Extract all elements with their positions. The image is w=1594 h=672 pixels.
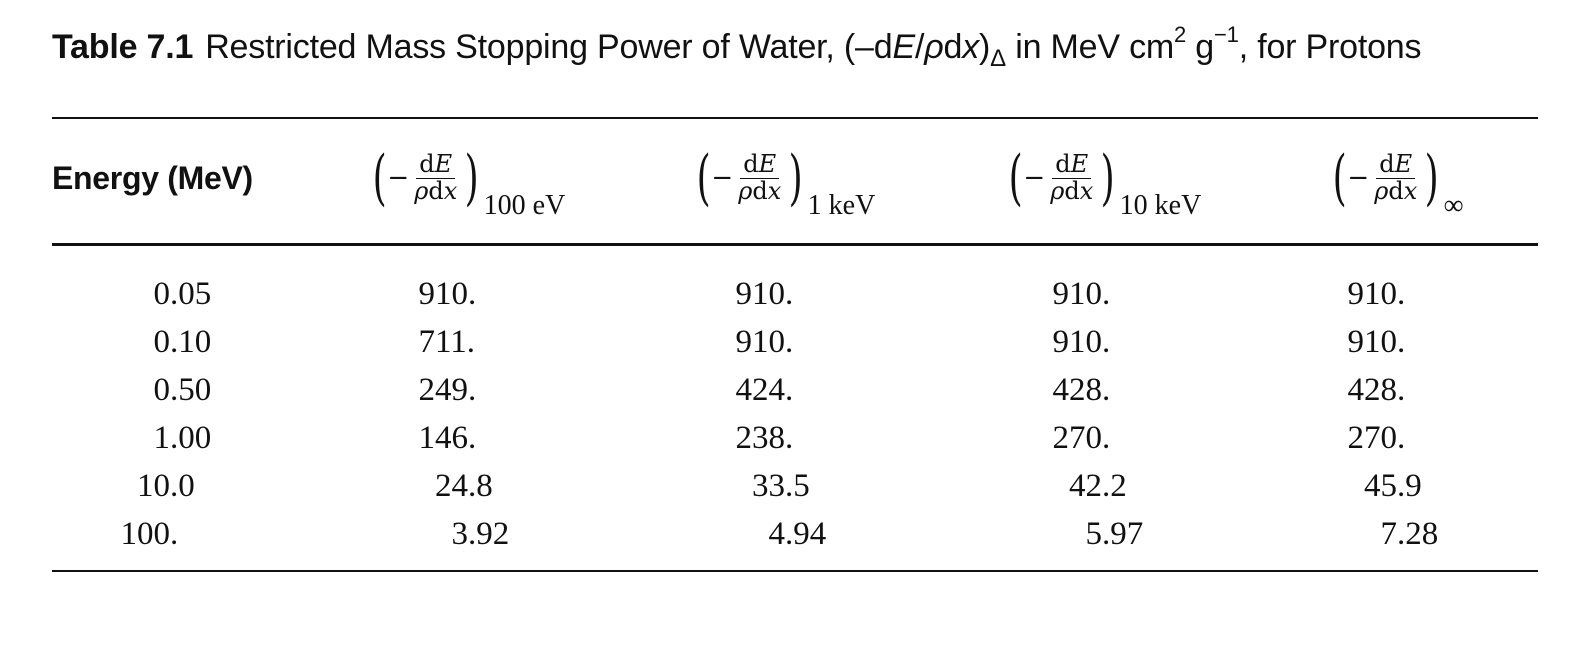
close-paren: )	[1424, 143, 1439, 213]
column-header-4: (− dE ρdx) ∞	[1328, 143, 1464, 221]
caption-units-exponent-2: −1	[1214, 21, 1239, 47]
close-paren: )	[464, 143, 479, 213]
open-paren: (	[1332, 143, 1347, 213]
value-cell: 711.	[418, 324, 476, 360]
table-label: Table 7.1	[52, 28, 194, 66]
value-cell: 45.9	[1364, 468, 1422, 504]
value-cell: 910.	[1052, 324, 1111, 360]
value-cell: 910.	[1347, 324, 1406, 360]
value-cell: 5.97	[1085, 516, 1144, 552]
column-subscript: 10 keV	[1119, 190, 1202, 221]
fraction-numerator: dE	[416, 152, 456, 179]
fraction-denominator: ρdx	[1374, 176, 1418, 205]
caption-formula-rho: ρ	[924, 28, 944, 66]
top-rule	[52, 117, 1538, 119]
fraction-denominator: ρdx	[738, 176, 782, 205]
value-cell: 428.	[1347, 372, 1406, 408]
table-caption: Table 7.1 Restricted Mass Stopping Power …	[52, 23, 1422, 70]
caption-text: Restricted Mass Stopping Power of Water,…	[205, 28, 893, 66]
value-cell: 24.8	[435, 468, 493, 504]
open-paren: (	[696, 143, 711, 213]
fraction-numerator: dE	[1376, 152, 1416, 179]
minus-sign: −	[387, 163, 410, 193]
caption-formula-e: E	[892, 28, 915, 66]
fraction-denominator: ρdx	[414, 176, 458, 205]
caption-units-g: g	[1186, 28, 1215, 66]
value-cell: 910.	[735, 276, 794, 312]
column-header-1: (− dE ρdx) 100 eV	[368, 143, 566, 221]
value-cell: 910.	[735, 324, 794, 360]
close-paren: )	[788, 143, 803, 213]
caption-tail: , for Protons	[1238, 28, 1422, 66]
energy-cell: 100.	[120, 516, 179, 552]
energy-cell: 0.50	[153, 372, 212, 408]
fraction: dE ρdx	[1371, 152, 1420, 203]
value-cell: 7.28	[1380, 516, 1439, 552]
fraction-denominator: ρdx	[1050, 176, 1094, 205]
energy-cell: 1.00	[153, 420, 212, 456]
minus-sign: −	[1023, 163, 1046, 193]
fraction: dE ρdx	[411, 152, 460, 203]
value-cell: 146.	[418, 420, 477, 456]
column-header-2: (− dE ρdx) 1 keV	[692, 143, 876, 221]
caption-formula-d: d	[943, 28, 963, 66]
energy-cell: 0.10	[153, 324, 212, 360]
value-cell: 42.2	[1069, 468, 1127, 504]
value-cell: 3.92	[451, 516, 510, 552]
header-rule	[52, 243, 1538, 246]
fraction-numerator: dE	[1052, 152, 1092, 179]
value-cell: 4.94	[768, 516, 827, 552]
value-cell: 910.	[1052, 276, 1111, 312]
value-cell: 428.	[1052, 372, 1111, 408]
open-paren: (	[1008, 143, 1023, 213]
value-cell: 270.	[1052, 420, 1111, 456]
value-cell: 910.	[418, 276, 477, 312]
caption-units-exponent: 2	[1174, 21, 1187, 47]
close-paren: )	[1100, 143, 1115, 213]
value-cell: 270.	[1347, 420, 1406, 456]
minus-sign: −	[711, 163, 734, 193]
energy-cell: 0.05	[153, 276, 212, 312]
open-paren: (	[372, 143, 387, 213]
value-cell: 249.	[418, 372, 477, 408]
column-subscript: ∞	[1443, 190, 1464, 221]
value-cell: 33.5	[752, 468, 810, 504]
value-cell: 424.	[735, 372, 794, 408]
energy-column-header: Energy (MeV)	[52, 160, 253, 196]
column-subscript: 1 keV	[807, 190, 876, 221]
value-cell: 238.	[735, 420, 794, 456]
column-subscript: 100 eV	[483, 190, 566, 221]
caption-units: in MeV cm	[1005, 28, 1175, 66]
caption-formula-subscript: Δ	[990, 44, 1006, 72]
column-header-3: (− dE ρdx) 10 keV	[1004, 143, 1202, 221]
caption-formula-slash: /	[914, 28, 925, 66]
fraction: dE ρdx	[735, 152, 784, 203]
fraction: dE ρdx	[1047, 152, 1096, 203]
minus-sign: −	[1347, 163, 1370, 193]
bottom-rule	[52, 570, 1538, 572]
caption-formula-x: x	[962, 28, 979, 66]
value-cell: 910.	[1347, 276, 1406, 312]
caption-formula-close: )	[979, 28, 991, 66]
energy-cell: 10.0	[137, 468, 195, 504]
fraction-numerator: dE	[740, 152, 780, 179]
